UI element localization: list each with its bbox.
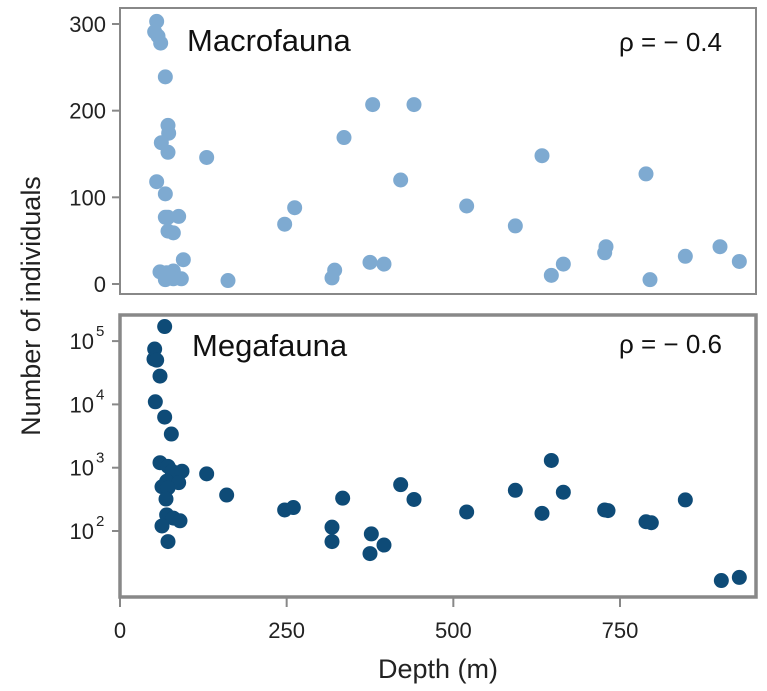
macrofauna-data-point [731,253,747,269]
megafauna-data-point [158,491,174,507]
megafauna-y-tick-label: 10 [70,519,94,544]
macrofauna-data-point [677,248,693,264]
megafauna-y-tick-label: 10 [70,456,94,481]
macrofauna-panel: 0 100 200 300 Macrofauna ρ = − 0.4 [69,7,757,297]
macrofauna-data-point [160,144,176,160]
megafauna-data-point [376,537,392,553]
y-axis-title: Number of individuals [16,176,46,436]
macrofauna-data-point [173,271,189,287]
megafauna-data-point [147,394,163,410]
megafauna-data-point [219,487,235,503]
megafauna-data-point [149,352,165,368]
megafauna-data-point [393,477,409,493]
megafauna-y-tick-label: 10 [70,392,94,417]
megafauna-y-tick-exponent: 2 [96,513,104,530]
macrofauna-data-point [153,35,169,51]
megafauna-data-point [713,573,729,589]
megafauna-data-point [154,518,170,534]
megafauna-data-point [172,513,188,529]
x-tick-label: 750 [602,618,639,643]
macrofauna-data-point [149,174,165,190]
megafauna-data-point [677,492,693,508]
megafauna-data-point [335,490,351,506]
macrofauna-data-point [365,97,381,113]
macrofauna-correlation-label: ρ = − 0.4 [619,27,722,57]
macrofauna-data-point [534,148,550,164]
megafauna-panel-frame [118,313,758,599]
megafauna-panel-title: Megafauna [192,328,348,363]
megafauna-data-point [324,534,340,550]
macrofauna-data-point [543,267,559,283]
megafauna-data-point [157,409,173,425]
macrofauna-data-point [376,256,392,272]
macrofauna-y-tick-label: 100 [69,185,106,210]
macrofauna-data-point [362,254,378,270]
megafauna-y-tick-label: 10 [70,329,94,354]
megafauna-data-point [363,526,379,542]
macrofauna-y-ticks: 0 100 200 300 [69,12,120,297]
megafauna-data-point [163,426,179,442]
megafauna-data-point [543,452,559,468]
megafauna-y-tick-exponent: 4 [96,386,104,403]
macrofauna-data-point [175,252,191,268]
x-tick-label: 250 [268,618,305,643]
macrofauna-points [147,13,747,289]
macrofauna-data-point [157,69,173,85]
macrofauna-data-point [642,272,658,288]
megafauna-data-point [152,368,168,384]
megafauna-data-point [507,482,523,498]
megafauna-data-point [643,515,659,531]
macrofauna-data-point [459,198,475,214]
macrofauna-data-point [712,239,728,255]
megafauna-data-point [160,534,176,550]
macrofauna-data-point [277,216,293,232]
macrofauna-data-point [220,273,236,289]
megafauna-data-point [160,480,176,496]
macrofauna-data-point [507,218,523,234]
macrofauna-y-tick-label: 300 [69,12,106,37]
megafauna-data-point [555,484,571,500]
macrofauna-data-point [406,97,422,113]
megafauna-data-point [406,491,422,507]
megafauna-data-point [285,500,301,516]
megafauna-points [146,319,747,589]
megafauna-correlation-label: ρ = − 0.6 [619,329,722,359]
macrofauna-data-point [555,256,571,272]
megafauna-y-tick-exponent: 3 [96,450,104,467]
x-tick-label: 0 [114,618,126,643]
x-axis: 0 250 500 750 [114,597,638,643]
macrofauna-data-point [199,149,215,165]
macrofauna-data-point [165,225,181,241]
macrofauna-y-tick-label: 200 [69,99,106,124]
macrofauna-panel-frame [119,7,757,295]
macrofauna-data-point [393,172,409,188]
megafauna-data-point [157,319,173,335]
megafauna-data-point [534,505,550,521]
megafauna-y-tick-exponent: 5 [96,323,104,340]
megafauna-data-point [324,519,340,535]
megafauna-data-point [731,569,747,585]
macrofauna-data-point [324,270,340,286]
macrofauna-data-point [287,200,303,216]
megafauna-data-point [174,463,190,479]
macrofauna-y-tick-label: 0 [94,272,106,297]
macrofauna-panel-title: Macrofauna [187,23,351,58]
megafauna-data-point [459,504,475,520]
macrofauna-data-point [336,130,352,146]
x-tick-label: 500 [435,618,472,643]
megafauna-data-point [600,503,616,519]
x-axis-title: Depth (m) [378,654,498,684]
macrofauna-data-point [160,209,176,225]
macrofauna-data-point [638,166,654,182]
macrofauna-data-point [598,239,614,255]
megafauna-data-point [362,546,378,562]
megafauna-data-point [199,466,215,482]
macrofauna-data-point [157,186,173,202]
